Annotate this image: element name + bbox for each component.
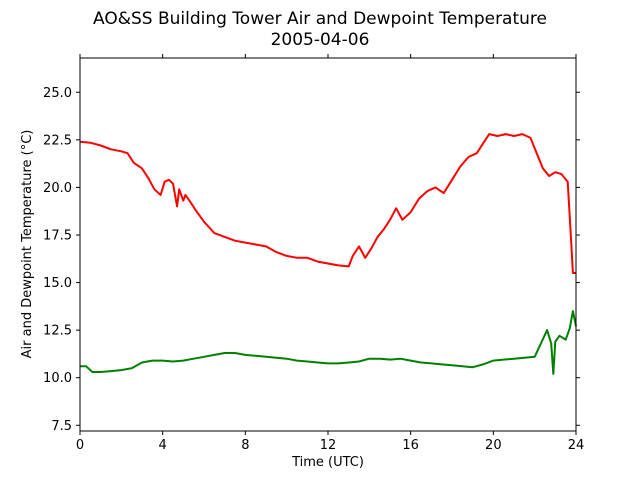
x-tick-label: 20 [485,438,502,453]
x-tick-label: 12 [320,438,337,453]
series-layer [79,133,577,375]
series-line-1 [80,310,577,375]
y-tick-label: 12.5 [43,324,72,339]
y-axis-ticks: 7.5 10.0 12.5 15.0 17.5 20.0 22.5 25.0 [43,86,580,434]
chart-title: AO&SS Building Tower Air and Dewpoint Te… [93,9,547,29]
y-tick-label: 7.5 [51,419,72,434]
y-tick-label: 22.5 [43,133,72,148]
y-tick-label: 20.0 [43,181,72,196]
x-tick-label: 16 [402,438,419,453]
chart-subtitle: 2005-04-06 [271,30,370,50]
x-tick-label: 8 [241,438,249,453]
y-tick-label: 17.5 [43,228,72,243]
y-tick-label: 10.0 [43,371,72,386]
y-tick-label: 15.0 [43,276,72,291]
y-tick-label: 25.0 [43,86,72,101]
x-axis-label: Time (UTC) [291,455,364,470]
x-tick-label: 0 [76,438,84,453]
series-line-0 [79,133,576,274]
plot-frame [79,57,577,432]
x-tick-label: 4 [159,438,167,453]
x-tick-label: 24 [568,438,585,453]
y-axis-label: Air and Dewpoint Temperature (°C) [20,130,35,359]
x-axis-ticks: 0 4 8 12 16 20 24 [76,54,584,453]
